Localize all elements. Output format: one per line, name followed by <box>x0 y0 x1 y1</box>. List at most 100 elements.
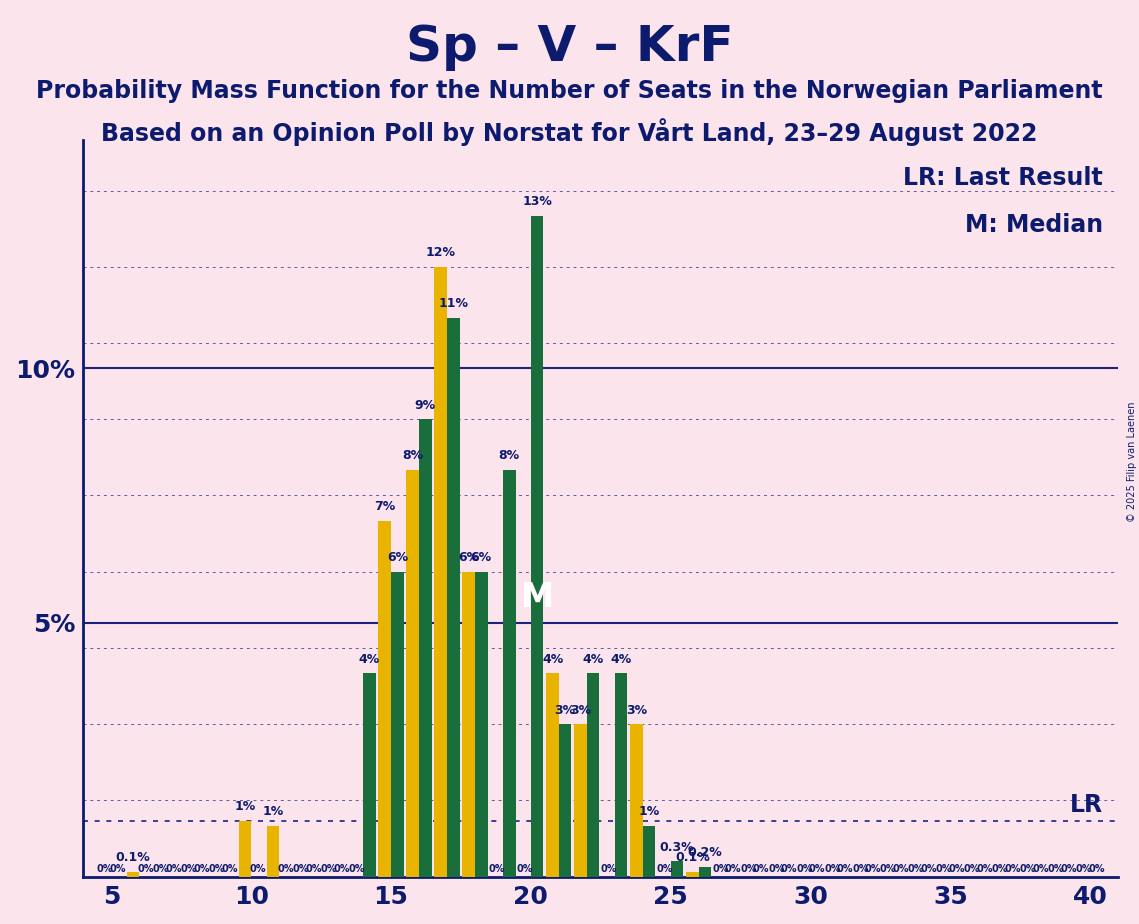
Bar <box>559 724 572 877</box>
Bar <box>574 724 587 877</box>
Text: 8%: 8% <box>402 449 424 463</box>
Text: 6%: 6% <box>387 551 408 565</box>
Text: 6%: 6% <box>458 551 480 565</box>
Text: 0%: 0% <box>936 864 952 874</box>
Text: 0%: 0% <box>138 864 154 874</box>
Text: 0.3%: 0.3% <box>659 841 695 854</box>
Text: 0%: 0% <box>221 864 238 874</box>
Text: 0%: 0% <box>976 864 993 874</box>
Text: 4%: 4% <box>582 652 604 666</box>
Text: 4%: 4% <box>611 652 632 666</box>
Text: 1%: 1% <box>235 800 255 813</box>
Text: 0%: 0% <box>865 864 882 874</box>
Text: 4%: 4% <box>542 652 563 666</box>
Bar <box>126 871 139 877</box>
Bar <box>686 871 698 877</box>
Text: 0%: 0% <box>249 864 265 874</box>
Text: 0%: 0% <box>712 864 729 874</box>
Text: M: Median: M: Median <box>965 213 1103 237</box>
Text: 0%: 0% <box>809 864 825 874</box>
Text: M: M <box>521 580 554 614</box>
Text: 0.1%: 0.1% <box>675 851 710 864</box>
Text: 0%: 0% <box>949 864 965 874</box>
Text: 0%: 0% <box>320 864 337 874</box>
Text: 0%: 0% <box>920 864 937 874</box>
Text: 3%: 3% <box>555 703 575 717</box>
Text: 0%: 0% <box>893 864 909 874</box>
Text: 0%: 0% <box>109 864 125 874</box>
Bar <box>378 521 391 877</box>
Text: 0%: 0% <box>656 864 673 874</box>
Text: LR: LR <box>1070 793 1103 817</box>
Text: 0%: 0% <box>740 864 756 874</box>
Text: 0%: 0% <box>181 864 197 874</box>
Bar <box>475 572 487 877</box>
Text: 0%: 0% <box>780 864 797 874</box>
Text: 6%: 6% <box>470 551 492 565</box>
Text: 1%: 1% <box>262 805 284 819</box>
Text: 0%: 0% <box>837 864 853 874</box>
Text: 0%: 0% <box>1048 864 1064 874</box>
Text: 0%: 0% <box>153 864 170 874</box>
Bar <box>587 674 599 877</box>
Bar <box>446 318 459 877</box>
Text: 13%: 13% <box>523 195 552 208</box>
Text: 0%: 0% <box>1060 864 1076 874</box>
Bar <box>462 572 475 877</box>
Text: 0.2%: 0.2% <box>688 845 722 859</box>
Text: 0%: 0% <box>1089 864 1105 874</box>
Text: 0%: 0% <box>489 864 505 874</box>
Text: 3%: 3% <box>570 703 591 717</box>
Text: Sp – V – KrF: Sp – V – KrF <box>405 23 734 71</box>
Bar <box>267 826 279 877</box>
Text: 0%: 0% <box>768 864 785 874</box>
Text: 0%: 0% <box>305 864 321 874</box>
Bar <box>630 724 642 877</box>
Bar <box>547 674 559 877</box>
Text: 0%: 0% <box>349 864 364 874</box>
Text: 0%: 0% <box>165 864 182 874</box>
Bar <box>391 572 403 877</box>
Text: 0%: 0% <box>1005 864 1021 874</box>
Text: © 2025 Filip van Laenen: © 2025 Filip van Laenen <box>1126 402 1137 522</box>
Bar <box>407 470 419 877</box>
Text: 0%: 0% <box>992 864 1008 874</box>
Text: 0%: 0% <box>964 864 981 874</box>
Text: 0%: 0% <box>823 864 841 874</box>
Text: 9%: 9% <box>415 398 436 411</box>
Text: 0%: 0% <box>293 864 309 874</box>
Text: 0%: 0% <box>880 864 896 874</box>
Text: 0%: 0% <box>516 864 533 874</box>
Text: 0%: 0% <box>1076 864 1092 874</box>
Bar <box>642 826 655 877</box>
Text: 11%: 11% <box>439 297 468 310</box>
Text: 12%: 12% <box>426 246 456 259</box>
Bar <box>698 867 712 877</box>
Text: 0%: 0% <box>333 864 350 874</box>
Bar <box>434 267 446 877</box>
Text: Probability Mass Function for the Number of Seats in the Norwegian Parliament: Probability Mass Function for the Number… <box>36 79 1103 103</box>
Text: 0.1%: 0.1% <box>116 851 150 864</box>
Text: LR: Last Result: LR: Last Result <box>903 165 1103 189</box>
Text: 1%: 1% <box>639 805 659 819</box>
Text: 4%: 4% <box>359 652 380 666</box>
Text: 0%: 0% <box>1019 864 1036 874</box>
Text: Based on an Opinion Poll by Norstat for Vårt Land, 23–29 August 2022: Based on an Opinion Poll by Norstat for … <box>101 118 1038 146</box>
Text: 0%: 0% <box>1032 864 1049 874</box>
Text: 0%: 0% <box>97 864 113 874</box>
Text: 0%: 0% <box>753 864 769 874</box>
Text: 0%: 0% <box>852 864 869 874</box>
Bar <box>615 674 628 877</box>
Bar <box>671 861 683 877</box>
Bar <box>419 419 432 877</box>
Text: 3%: 3% <box>626 703 647 717</box>
Bar <box>503 470 516 877</box>
Text: 7%: 7% <box>374 500 395 514</box>
Text: 0%: 0% <box>908 864 925 874</box>
Text: 0%: 0% <box>600 864 616 874</box>
Bar <box>363 674 376 877</box>
Text: 8%: 8% <box>499 449 519 463</box>
Text: 0%: 0% <box>208 864 226 874</box>
Text: 0%: 0% <box>796 864 812 874</box>
Text: 0%: 0% <box>277 864 294 874</box>
